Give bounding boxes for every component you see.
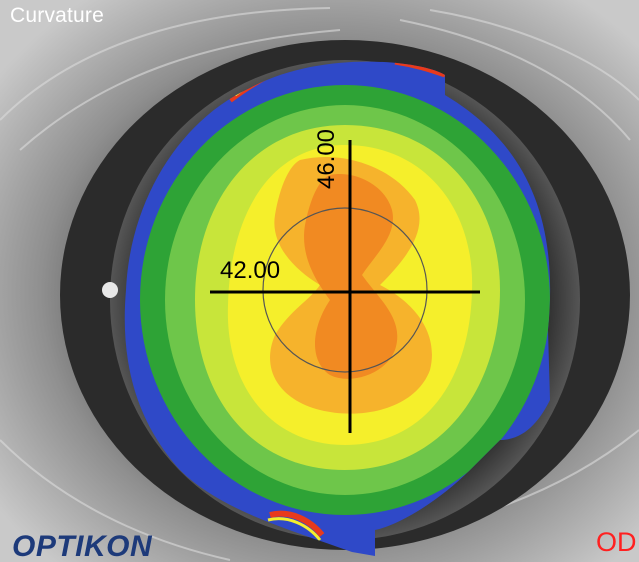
horizontal-curvature-value: 42.00 bbox=[220, 257, 281, 284]
light-reflex bbox=[102, 282, 118, 298]
eyelash-strokes bbox=[0, 7, 639, 561]
eye-code-label: OD bbox=[596, 527, 637, 557]
map-type-title: Curvature bbox=[10, 4, 105, 27]
vertical-curvature-value: 46.00 bbox=[313, 128, 340, 190]
reference-circle bbox=[262, 207, 428, 373]
curvature-map bbox=[124, 61, 551, 557]
brand-logo: OPTIKON bbox=[12, 530, 153, 562]
edge-artifact-bottom bbox=[269, 510, 325, 537]
